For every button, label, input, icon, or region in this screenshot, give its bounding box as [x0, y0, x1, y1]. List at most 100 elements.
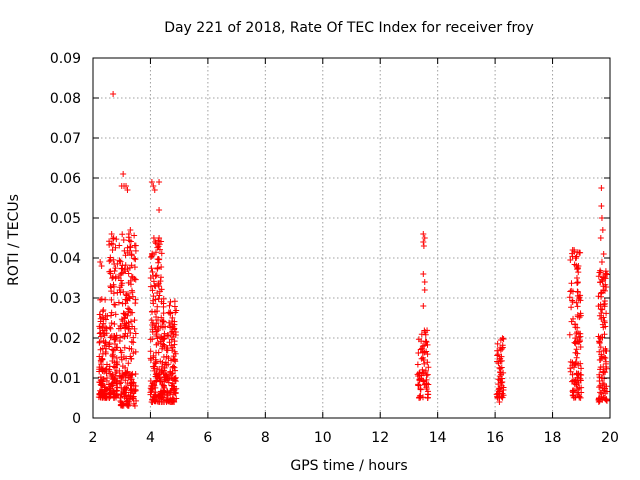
data-point [415, 373, 422, 380]
data-point [150, 278, 157, 285]
data-point [568, 287, 575, 294]
data-point [128, 287, 135, 294]
data-point [601, 275, 608, 281]
data-point [121, 247, 128, 254]
data-point [601, 287, 608, 294]
data-point [119, 400, 126, 407]
data-point [153, 313, 160, 320]
data-point [132, 330, 139, 337]
data-point [573, 354, 580, 361]
data-point [595, 273, 602, 280]
data-point [574, 288, 581, 295]
data-point [500, 369, 507, 376]
data-point [119, 280, 126, 287]
data-point [419, 366, 426, 373]
data-point [132, 247, 139, 254]
data-point [108, 309, 115, 316]
data-point [420, 377, 427, 384]
x-tick-label: 4 [146, 430, 155, 446]
data-point [116, 257, 123, 264]
data-point [124, 400, 131, 407]
data-point [494, 347, 501, 354]
data-point [112, 336, 119, 343]
data-point [125, 360, 132, 367]
data-point [154, 374, 161, 381]
data-point [162, 359, 169, 366]
data-point [597, 279, 604, 286]
data-point [96, 353, 103, 360]
data-point [126, 247, 133, 254]
data-point [171, 341, 178, 348]
data-point [98, 296, 105, 303]
data-point [131, 325, 138, 332]
data-point [110, 347, 117, 354]
data-point [415, 382, 422, 389]
data-point [495, 351, 502, 358]
data-point [601, 394, 608, 401]
data-point [151, 324, 158, 331]
data-point [577, 330, 584, 337]
data-point [108, 320, 115, 327]
data-point [121, 344, 128, 351]
data-point [110, 274, 117, 281]
data-point [118, 349, 125, 356]
data-point [171, 375, 178, 382]
data-point [107, 370, 114, 377]
data-point [425, 391, 432, 398]
data-point [569, 250, 576, 257]
data-point [105, 341, 112, 348]
data-point [107, 283, 114, 290]
x-tick-label: 10 [314, 430, 332, 446]
data-point [602, 323, 609, 330]
data-point [596, 384, 603, 391]
x-tick-label: 12 [371, 430, 389, 446]
data-point [132, 276, 139, 283]
data-point [102, 296, 109, 303]
data-point [416, 369, 423, 376]
y-tick-label: 0.02 [50, 331, 81, 347]
data-point [597, 269, 604, 276]
x-tick-label: 14 [429, 430, 447, 446]
data-point [567, 365, 574, 372]
data-point [155, 243, 162, 250]
data-point [160, 310, 167, 317]
data-point [117, 258, 124, 265]
data-point [573, 381, 580, 388]
data-point [160, 354, 167, 361]
data-point [154, 316, 161, 323]
data-point [424, 351, 431, 358]
data-point [160, 341, 167, 348]
data-point [154, 244, 161, 251]
data-point [158, 238, 165, 245]
data-point [129, 379, 136, 386]
data-point [577, 343, 584, 350]
x-tick-label: 2 [89, 430, 98, 446]
data-point [599, 306, 606, 313]
data-point [600, 369, 607, 376]
data-point [418, 331, 425, 338]
data-point [602, 355, 609, 362]
data-point [130, 334, 137, 341]
data-point [155, 349, 162, 356]
data-point [116, 242, 123, 249]
y-tick-label: 0 [72, 411, 81, 427]
data-point [600, 283, 607, 290]
data-point [420, 243, 427, 249]
y-tick-label: 0.01 [50, 371, 81, 387]
data-point [422, 367, 429, 374]
data-point [152, 249, 159, 256]
data-point [416, 394, 423, 401]
data-point [573, 346, 580, 353]
data-point [577, 292, 584, 299]
data-point [598, 259, 605, 265]
data-point [597, 389, 604, 396]
data-point [152, 296, 159, 303]
data-point [169, 328, 176, 335]
data-point [154, 303, 161, 310]
data-point [106, 363, 113, 370]
data-point [97, 259, 104, 265]
data-point [131, 255, 138, 262]
data-point [124, 297, 131, 304]
data-point [152, 238, 159, 245]
data-point [109, 352, 116, 359]
